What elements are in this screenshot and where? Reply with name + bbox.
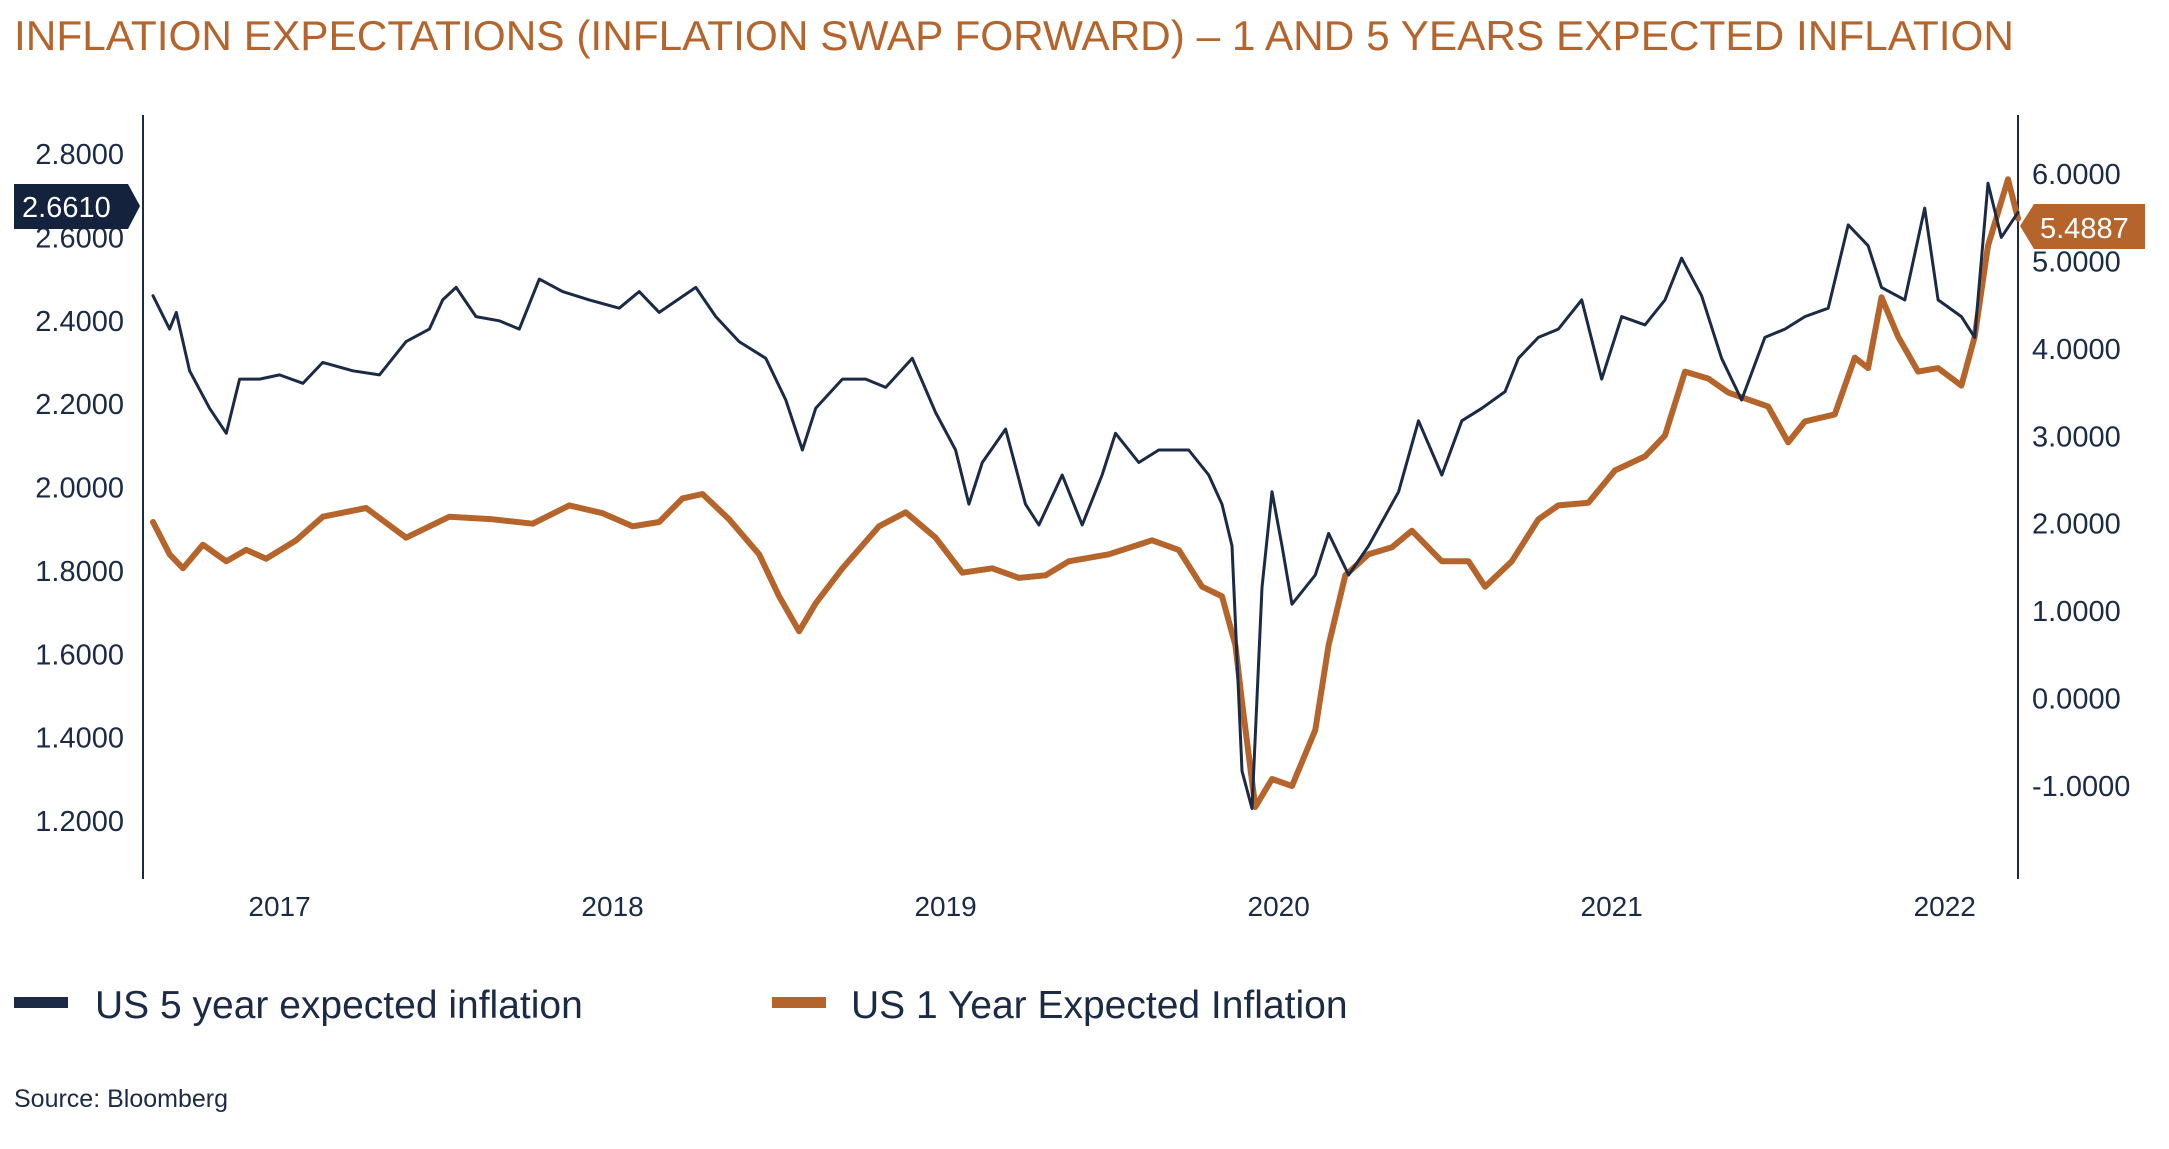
badge-shape-5y [14,184,140,229]
last-value-badge-5y: 2.6610 [14,184,140,229]
x-axis: 2017 2018 2019 2020 2021 2022 [248,891,1975,922]
left-tick-label: 2.4000 [35,306,124,338]
right-y-axis: 6.0000 5.0000 4.0000 3.0000 2.0000 1.0000 0.00… [2032,159,2130,803]
right-tick-label: 3.0000 [2032,421,2121,453]
right-tick-label: 2.0000 [2032,509,2121,541]
right-tick-label: 5.0000 [2032,246,2121,278]
legend-label-1y: US 1 Year Expected Inflation [851,984,1348,1027]
left-tick-label: 2.2000 [35,389,124,421]
series-line-us-5-year [151,181,2020,810]
series-line-us-1-year [150,176,2021,810]
left-tick-label: 2.8000 [35,139,124,171]
badge-value-1y: 5.4887 [2040,213,2129,245]
left-tick-label: 1.4000 [35,723,124,755]
x-tick-label: 2018 [581,891,643,922]
legend-label-5y: US 5 year expected inflation [95,984,583,1027]
badge-value-5y: 2.6610 [22,192,111,224]
legend: US 5 year expected inflation US 1 Year E… [14,984,1348,1027]
left-tick-label: 2.0000 [35,473,124,505]
source-note: Source: Bloomberg [14,1085,228,1113]
legend-swatch-1y [772,997,826,1008]
right-tick-label: -1.0000 [2032,771,2130,803]
left-tick-label: 1.2000 [35,806,124,838]
x-tick-label: 2020 [1248,891,1310,922]
x-tick-label: 2021 [1581,891,1643,922]
left-tick-label: 1.8000 [35,556,124,588]
last-value-badge-1y: 5.4887 [2020,204,2145,249]
x-tick-label: 2022 [1914,891,1976,922]
right-tick-label: 1.0000 [2032,596,2121,628]
legend-swatch-5y [14,997,68,1008]
chart-title: INFLATION EXPECTATIONS (INFLATION SWAP F… [14,12,2014,59]
right-tick-label: 6.0000 [2032,159,2121,191]
right-tick-label: 4.0000 [2032,334,2121,366]
badge-shape-1y [2020,204,2145,249]
left-y-axis: 2.80002.60002.40002.20002.00001.80001.60… [35,139,124,838]
left-tick-label: 1.6000 [35,639,124,671]
x-tick-label: 2017 [248,891,310,922]
right-tick-label: 0.0000 [2032,684,2121,716]
series-layer [150,176,2021,810]
x-tick-label: 2019 [914,891,976,922]
